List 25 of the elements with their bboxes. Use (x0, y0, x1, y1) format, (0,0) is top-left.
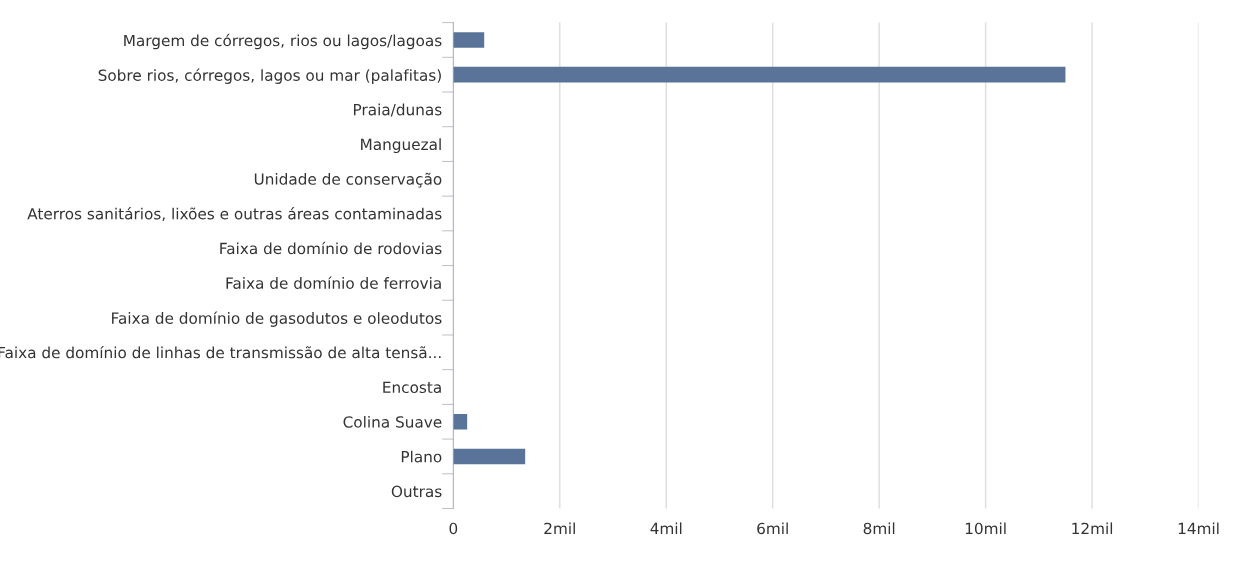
y-tick-label: Colina Suave (343, 415, 442, 428)
x-tick-label: 0 (449, 522, 458, 535)
y-tick-label: Outras (391, 485, 442, 498)
bar (453, 32, 485, 48)
bar (453, 413, 468, 430)
y-tick-label: Margem de córregos, rios ou lagos/lagoas (124, 33, 442, 50)
x-tick-label: 10mil (965, 522, 1006, 535)
bar (453, 66, 1066, 83)
x-tick-label: 8mil (863, 522, 895, 535)
y-tick-label: Aterros sanitários, lixões e outras áreas contaminadas (27, 207, 442, 222)
y-tick-label: Sobre rios, córregos, lagos ou mar (palafitas) (98, 68, 441, 84)
y-tick-label: Faixa de domínio de rodovias (220, 241, 442, 255)
x-tick-label: 4mil (650, 522, 682, 534)
y-tick-label: Manguezal (361, 138, 441, 154)
y-tick-label: Encosta (383, 381, 441, 394)
x-tick-label: 6mil (757, 522, 788, 535)
y-tick-label: Faixa de domínio de gasodutos e oleodutos (112, 311, 442, 327)
x-tick-label: 14mil (1178, 522, 1219, 534)
y-tick-label: Faixa de domínio de ferrovia (226, 276, 441, 289)
x-tick-label: 12mil (1072, 522, 1113, 534)
x-tick-label: 2mil (544, 522, 575, 534)
y-tick-label: Praia/dunas (353, 103, 442, 117)
bar (453, 448, 526, 465)
y-tick-label: Unidade de conservação (254, 172, 442, 188)
y-tick-label: Plano (401, 450, 442, 463)
